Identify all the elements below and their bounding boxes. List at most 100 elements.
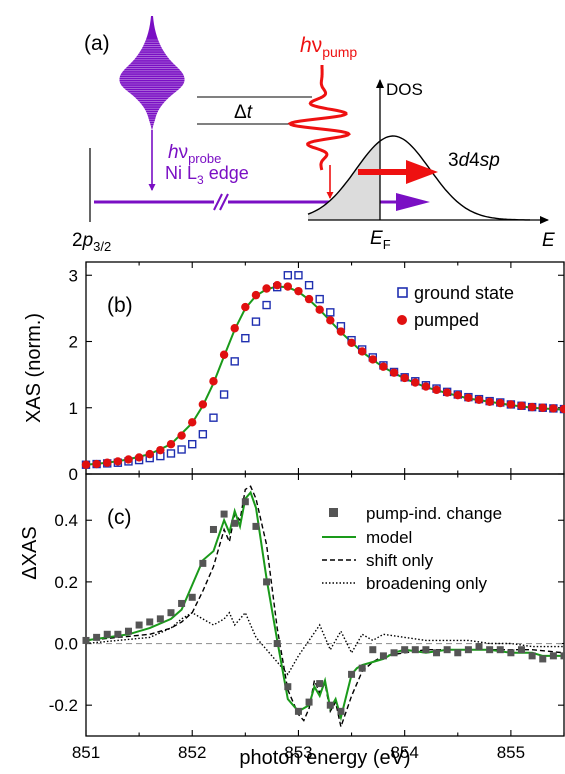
y-tick-label: 0.0	[54, 635, 78, 654]
change-point	[82, 636, 90, 644]
pumped-point	[294, 286, 303, 296]
panel-c-ylabel: ΔXAS	[19, 526, 41, 579]
change-point	[209, 525, 217, 533]
pumped-point	[453, 390, 462, 400]
x-tick-label: 855	[497, 743, 525, 762]
change-point	[358, 664, 366, 672]
pumped-point	[166, 439, 176, 449]
ground-state-point	[326, 308, 335, 317]
pumped-point	[113, 457, 123, 466]
pumped-point	[485, 397, 494, 406]
pumped-point	[357, 347, 367, 356]
legend-model-label: model	[366, 528, 412, 547]
ground-state-point	[177, 445, 186, 454]
pumped-point	[209, 377, 218, 386]
y-tick-label: -0.2	[49, 696, 78, 715]
panel-b-legend: ground state pumped	[397, 283, 514, 330]
pumped-point	[124, 455, 133, 464]
pumped-point	[538, 403, 547, 412]
change-point	[188, 593, 196, 601]
panel-b-label: (b)	[107, 294, 133, 317]
legend-pumped-label: pumped	[414, 310, 479, 330]
ground-state-point	[219, 390, 229, 399]
change-point	[263, 578, 271, 586]
change-point	[348, 670, 356, 678]
pumped-point	[559, 404, 565, 414]
y-tick-label: 3	[69, 266, 78, 285]
change-point	[433, 649, 441, 657]
change-point	[241, 498, 249, 506]
panel-c-xlabel: photon energy (eV)	[239, 747, 410, 769]
pumped-point	[474, 395, 484, 404]
legend-shift-label: shift only	[366, 551, 434, 570]
change-point	[411, 646, 419, 654]
panel-b-ylabel: XAS (norm.)	[23, 313, 45, 423]
x-tick-label: 853	[284, 743, 312, 762]
panel-c-label: (c)	[107, 506, 132, 529]
energy-axis-label: E	[542, 230, 555, 251]
y-tick-label: 1	[69, 399, 78, 418]
delay-label: Δt	[234, 102, 253, 123]
pumped-point	[432, 385, 441, 395]
pumped-point	[251, 290, 261, 300]
ground-state-point	[166, 449, 176, 458]
y-tick-label: 2	[69, 333, 78, 352]
x-tick-label: 851	[72, 743, 100, 762]
change-point	[273, 640, 281, 648]
band-label: 3d4sp	[448, 150, 500, 171]
pumped-point	[177, 431, 186, 440]
pumped-point	[326, 316, 335, 325]
change-point	[284, 683, 292, 691]
y-tick-label: 0.4	[54, 511, 78, 530]
change-point	[252, 522, 260, 530]
change-point	[464, 646, 472, 654]
pumped-point	[241, 302, 250, 312]
pumped-point	[134, 453, 144, 462]
change-point	[231, 519, 239, 527]
change-point	[390, 649, 398, 657]
change-point	[528, 652, 536, 660]
pumped-point	[273, 280, 282, 290]
probe-pulse-fringes	[118, 39, 186, 127]
legend-broadening-label: broadening only	[366, 574, 487, 593]
panel-c-frame	[85, 473, 565, 737]
change-point	[443, 646, 451, 654]
change-point	[124, 627, 132, 635]
y-tick-label: 0	[69, 465, 78, 484]
broadening-only-line	[85, 611, 564, 676]
core-level-label: 2p3/2	[72, 230, 111, 254]
pumped-point	[379, 362, 388, 371]
change-point	[135, 621, 143, 629]
legend-change-marker	[329, 508, 338, 517]
probe-label-line1: hνprobe	[168, 142, 221, 166]
ground-state-point	[209, 413, 218, 422]
change-point	[549, 652, 557, 660]
panel-a-schematic: (a) Δt hνpump hνprobe Ni L3 edge 2p3/2 D…	[72, 16, 555, 254]
change-point	[486, 646, 494, 654]
pumped-point	[464, 393, 473, 403]
change-point	[114, 630, 122, 638]
pumped-point	[506, 400, 516, 409]
pumped-point	[219, 350, 229, 359]
change-point	[475, 643, 483, 651]
change-point	[178, 599, 186, 607]
pump-pulse-wave	[287, 65, 351, 171]
pumped-point	[549, 404, 558, 413]
ground-state-point	[294, 271, 303, 280]
change-point	[167, 609, 175, 617]
pumped-point	[368, 355, 377, 364]
pumped-point	[527, 402, 537, 412]
pumped-point	[156, 445, 165, 455]
ground-state-point	[304, 280, 314, 290]
change-point	[326, 701, 334, 709]
change-point	[103, 630, 111, 638]
dos-curve	[307, 135, 530, 221]
axis-break-mark-1	[213, 193, 223, 211]
pumped-point	[230, 324, 239, 333]
fermi-level-label: EF	[370, 228, 391, 252]
change-point	[369, 646, 377, 654]
axis-break-mark-2	[219, 193, 229, 211]
change-point	[220, 510, 228, 518]
pumped-point	[145, 449, 154, 459]
